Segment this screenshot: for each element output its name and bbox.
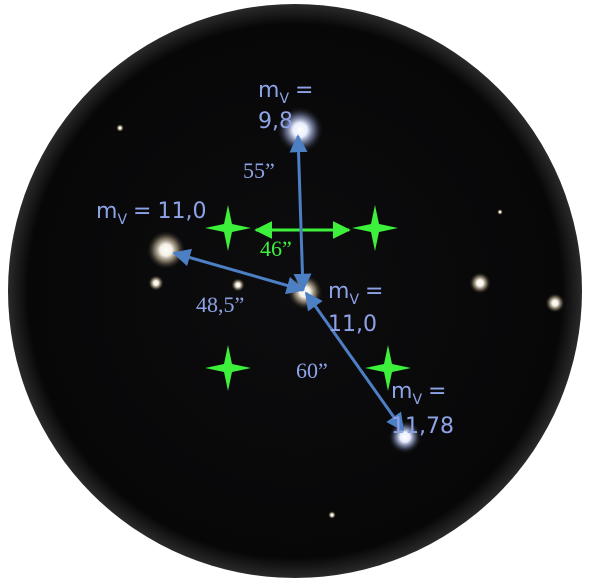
magnitude-value: 9,8 [258,109,293,134]
distance-label: 48,5” [196,292,244,317]
star [148,275,164,291]
star [231,278,245,292]
magnitude-label: mV =11,0 [96,199,206,228]
magnitude-value: 11,0 [328,312,377,337]
distance-label: 60” [296,358,328,383]
magnitude-value: 11,78 [391,414,454,439]
sky-image: mV= 9,8 mV=11,0 mV= 11,0 mV= 11,78 55” 4… [0,0,591,582]
relation: = [365,279,383,304]
subscript: V [279,91,289,107]
distance-label: 55” [243,158,275,183]
magnitude-value: 11,0 [157,199,206,224]
subscript: V [349,292,359,308]
relation: = [295,78,313,103]
star [469,272,491,294]
relation: = [133,199,151,224]
star [116,124,124,132]
distance-label: 46” [260,236,292,261]
star [545,293,565,313]
symbol: m [328,279,349,304]
star [328,511,336,519]
symbol: m [391,379,412,404]
symbol: m [96,199,117,224]
symbol: m [258,78,279,103]
subscript: V [412,392,422,408]
subscript: V [117,212,127,228]
relation: = [428,379,446,404]
star [287,274,323,310]
star [146,230,186,270]
star [497,209,503,215]
